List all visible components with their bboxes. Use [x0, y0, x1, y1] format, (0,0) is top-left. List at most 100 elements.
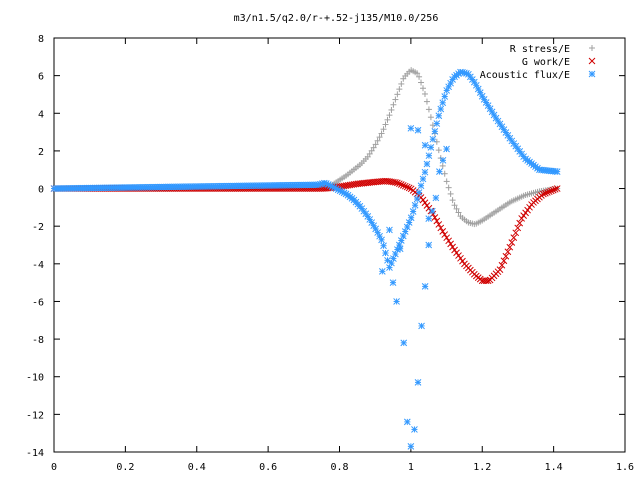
- series-1: [51, 67, 561, 228]
- data-point: [459, 257, 466, 265]
- x-tick-label: 1: [408, 462, 414, 473]
- series-2: [50, 177, 561, 285]
- data-point: [403, 183, 411, 191]
- y-tick-label: -8: [32, 335, 44, 346]
- data-point: [431, 214, 439, 221]
- data-point: [395, 180, 403, 188]
- data-point: [328, 183, 336, 190]
- data-point: [470, 78, 478, 86]
- data-point: [419, 196, 427, 204]
- data-point: [504, 132, 512, 139]
- data-point: [389, 279, 397, 286]
- x-tick-label: 0.4: [188, 462, 206, 473]
- data-point: [520, 212, 528, 219]
- data-point: [425, 204, 433, 212]
- data-point: [423, 202, 431, 209]
- data-point: [502, 129, 510, 136]
- data-point: [547, 187, 555, 195]
- data-point: [364, 213, 372, 220]
- data-point: [512, 229, 520, 237]
- data-point: [425, 215, 433, 223]
- data-point: [484, 102, 492, 109]
- data-point: [330, 184, 338, 191]
- x-tick-label: 0: [51, 462, 57, 473]
- data-point: [498, 123, 506, 131]
- data-point: [427, 143, 435, 151]
- data-point: [397, 181, 405, 188]
- data-point: [386, 226, 393, 234]
- data-point: [494, 117, 502, 125]
- legend-label: R stress/E: [510, 44, 570, 55]
- data-point: [332, 185, 340, 193]
- data-point: [435, 221, 443, 228]
- data-point: [518, 215, 526, 222]
- data-point: [445, 237, 453, 245]
- data-point: [423, 160, 431, 168]
- data-point: [401, 182, 409, 190]
- data-point: [439, 156, 447, 164]
- y-tick-label: 2: [38, 147, 44, 158]
- data-point: [407, 124, 415, 132]
- data-point: [413, 195, 421, 203]
- data-point: [378, 236, 385, 244]
- data-point: [366, 216, 374, 223]
- data-point: [506, 243, 514, 251]
- data-point: [421, 141, 429, 149]
- data-point: [414, 379, 422, 386]
- data-point: [496, 266, 504, 273]
- data-point: [374, 229, 381, 236]
- data-point: [382, 249, 389, 257]
- data-point: [396, 245, 404, 253]
- data-point: [437, 224, 445, 232]
- data-point: [543, 189, 551, 196]
- data-point: [326, 182, 334, 189]
- data-point: [542, 189, 549, 197]
- data-point: [516, 219, 524, 227]
- data-point: [522, 209, 529, 217]
- data-point: [405, 184, 413, 192]
- data-point: [478, 92, 486, 100]
- data-point: [508, 239, 516, 246]
- x-tick-label: 0.6: [259, 462, 277, 473]
- data-point: [378, 267, 386, 275]
- data-point: [502, 252, 510, 260]
- x-tick-label: 1.2: [473, 462, 491, 473]
- data-point: [433, 120, 441, 127]
- data-point: [443, 145, 450, 153]
- data-point: [551, 185, 559, 193]
- legend-label: G work/E: [522, 57, 570, 68]
- y-tick-label: 0: [38, 185, 44, 196]
- x-tick-label: 0.2: [116, 462, 134, 473]
- y-tick-label: -6: [32, 297, 44, 308]
- series-3: [50, 68, 561, 450]
- data-point: [451, 246, 458, 254]
- data-point: [486, 105, 494, 113]
- data-point: [436, 168, 443, 175]
- data-point: [504, 248, 512, 256]
- series-layer: [50, 67, 561, 450]
- data-point: [443, 234, 451, 242]
- data-point: [488, 108, 496, 116]
- data-point: [403, 418, 411, 426]
- data-point: [549, 186, 557, 194]
- data-point: [336, 187, 344, 195]
- legend: R stress/E G work/E Acoustic flux/E: [480, 44, 596, 81]
- data-point: [453, 249, 460, 257]
- data-point: [480, 96, 488, 103]
- data-point: [372, 225, 380, 233]
- data-point: [476, 89, 484, 96]
- data-point: [500, 126, 508, 133]
- data-point: [437, 105, 445, 113]
- data-point: [418, 322, 425, 330]
- data-point: [447, 240, 454, 248]
- data-point: [457, 254, 464, 262]
- data-point: [435, 112, 443, 120]
- x-tick-label: 1.6: [616, 462, 634, 473]
- data-point: [474, 85, 482, 93]
- data-point: [380, 242, 387, 250]
- data-point: [411, 201, 419, 209]
- data-point: [553, 168, 561, 175]
- data-point: [421, 168, 429, 176]
- data-point: [394, 179, 401, 187]
- y-tick-label: -12: [26, 410, 44, 421]
